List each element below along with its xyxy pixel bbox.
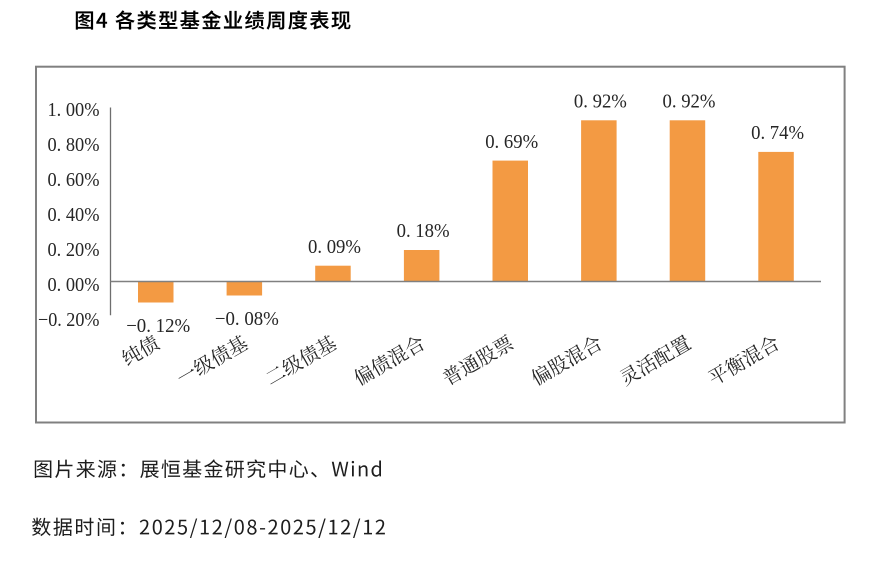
svg-text:0. 00%: 0. 00%	[48, 274, 100, 296]
svg-text:0. 09%: 0. 09%	[308, 236, 361, 258]
svg-text:−0. 20%: −0. 20%	[38, 309, 100, 331]
svg-text:0. 74%: 0. 74%	[751, 122, 804, 144]
svg-text:0. 18%: 0. 18%	[397, 220, 450, 242]
svg-text:0. 40%: 0. 40%	[48, 204, 100, 226]
svg-text:0. 92%: 0. 92%	[574, 91, 627, 113]
svg-text:0. 80%: 0. 80%	[48, 134, 100, 156]
svg-text:−0. 12%: −0. 12%	[126, 315, 190, 337]
svg-text:0. 60%: 0. 60%	[48, 169, 100, 191]
svg-text:−0. 08%: −0. 08%	[215, 308, 279, 330]
svg-text:0. 69%: 0. 69%	[485, 131, 538, 153]
svg-text:0. 20%: 0. 20%	[48, 239, 100, 261]
svg-text:0. 92%: 0. 92%	[663, 91, 716, 113]
svg-text:1. 00%: 1. 00%	[48, 99, 100, 121]
